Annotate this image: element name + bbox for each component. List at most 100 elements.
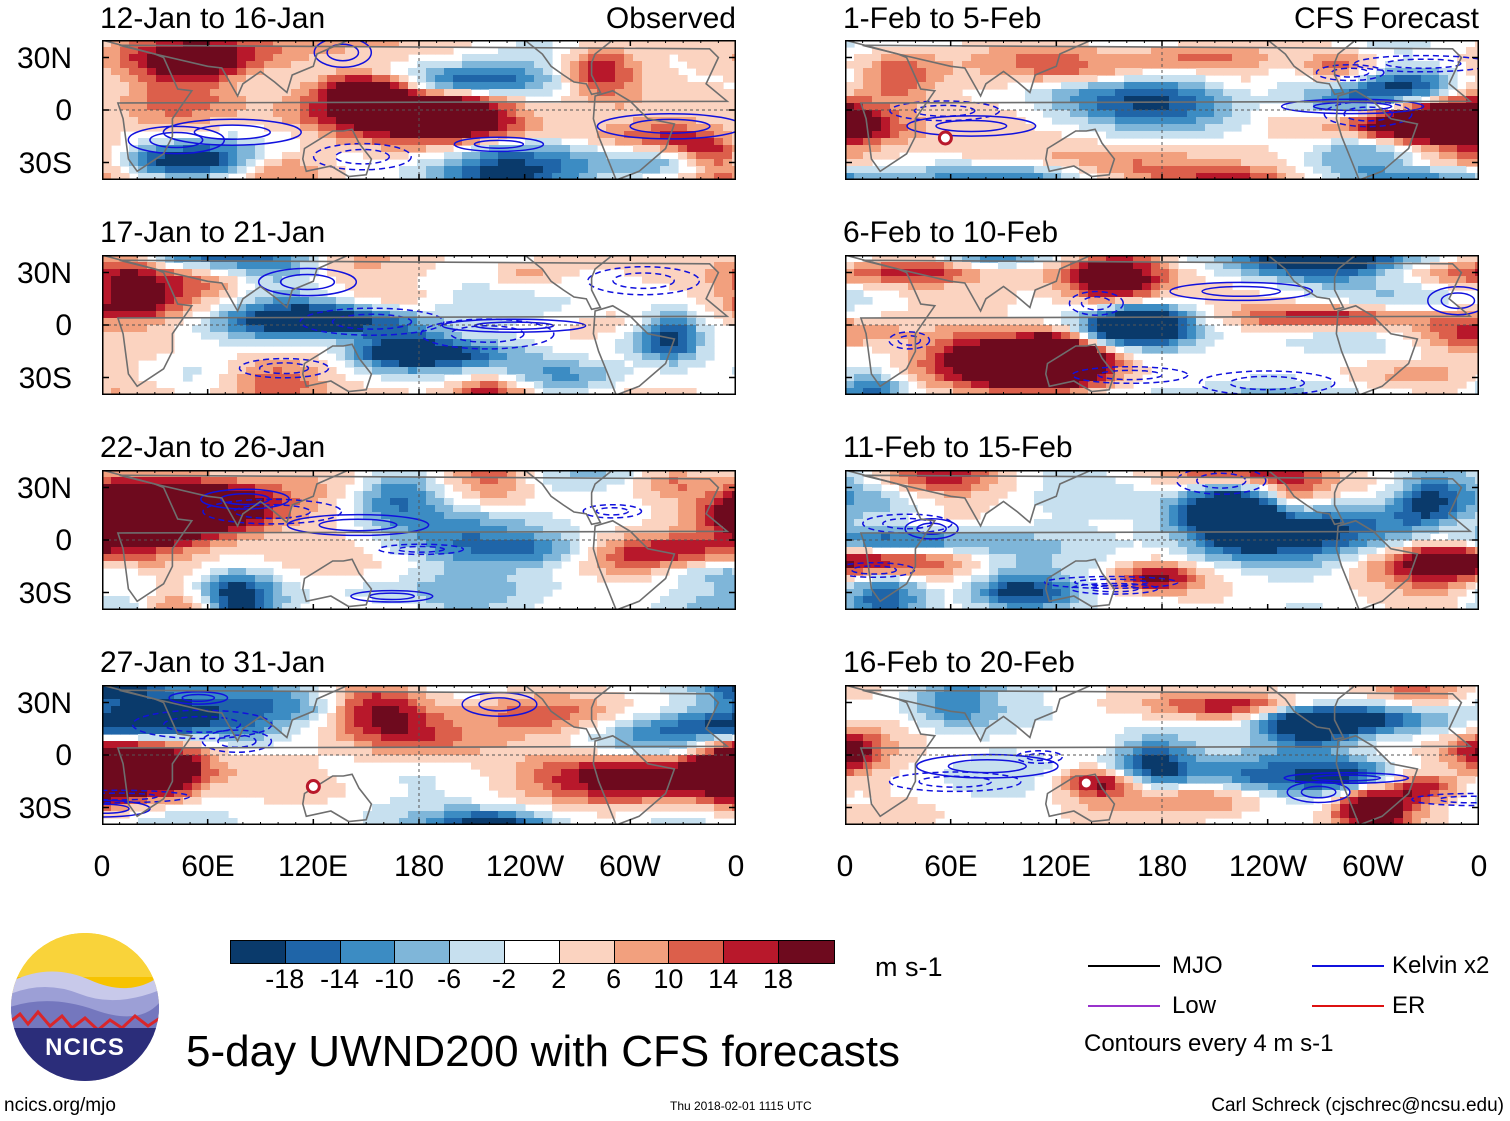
kelvin-contour [326, 43, 360, 62]
kelvin-contour [350, 589, 434, 603]
kelvin-contour [377, 543, 465, 556]
lon-label: 60W [599, 850, 661, 883]
lat-label: 30N [16, 687, 72, 720]
coastline [1335, 519, 1419, 610]
kelvin-contour [473, 139, 525, 149]
lat-label: 0 [55, 94, 72, 127]
panel-title: 16-Feb to 20-Feb [843, 646, 1075, 679]
colorbar-swatch [778, 940, 836, 964]
colorbar-swatch [449, 940, 506, 964]
colorbar-swatch [394, 940, 451, 964]
kelvin-contour [1411, 792, 1479, 807]
cyclone-marker [937, 130, 953, 146]
kelvin-contour [127, 125, 226, 155]
colorbar-swatch [558, 940, 616, 964]
kelvin-contour [1438, 795, 1479, 804]
kelvin-contour [888, 771, 1022, 793]
kelvin-contour [1043, 575, 1179, 590]
kelvin-contour [1384, 58, 1462, 69]
coastline [1044, 558, 1116, 608]
kelvin-contour [200, 488, 290, 510]
kelvin-contour [915, 753, 1059, 779]
panel-title: 6-Feb to 10-Feb [843, 216, 1059, 249]
cyclone-marker [1078, 775, 1094, 791]
kelvin-contour [279, 273, 336, 291]
kelvin-contour [629, 118, 711, 134]
kelvin-contour [1073, 578, 1149, 587]
timestamp: Thu 2018-02-01 1115 UTC [670, 1099, 812, 1113]
kelvin-contour [149, 131, 204, 149]
kelvin-contour [334, 148, 391, 165]
lat-label: 0 [55, 309, 72, 342]
coastline [1335, 304, 1419, 395]
coastline [1335, 734, 1419, 825]
uwnd-map [102, 470, 736, 610]
colorbar-tick-label: 10 [653, 964, 684, 994]
kelvin-contour [1198, 370, 1336, 395]
map-panel [845, 470, 1479, 610]
lon-label: 120E [1020, 850, 1092, 883]
site-link[interactable]: ncics.org/mjo [4, 1095, 116, 1116]
coastline [102, 255, 349, 313]
colorbar-tick-label: -14 [320, 964, 360, 994]
kelvin-contour [102, 789, 191, 804]
kelvin-contour [845, 561, 916, 579]
coastline [859, 474, 1473, 603]
kelvin-contour [1070, 582, 1159, 595]
map-panel [102, 40, 736, 180]
legend-label-low: Low [1172, 992, 1217, 1019]
uwnd-map [102, 685, 736, 825]
kelvin-contour [313, 40, 373, 69]
coastline [1266, 255, 1357, 311]
kelvin-contour [1201, 285, 1282, 298]
coastline [301, 558, 373, 608]
lon-label: 120E [277, 850, 349, 883]
colorbar-swatch [668, 940, 725, 964]
kelvin-contour [1196, 472, 1247, 489]
coastline [1266, 470, 1357, 526]
panel-frame [845, 255, 1479, 395]
kelvin-contour [1015, 750, 1063, 764]
coastline [1266, 40, 1357, 96]
coastline [845, 685, 1092, 743]
kelvin-contour [168, 690, 229, 705]
panel-title: 11-Feb to 15-Feb [843, 431, 1073, 464]
lat-label: 30S [18, 147, 72, 180]
kelvin-contour [102, 792, 159, 801]
panel-frame [102, 40, 736, 180]
colorbar-tick-label: -18 [265, 964, 305, 994]
map-panel [102, 685, 736, 825]
kelvin-contour [162, 118, 302, 146]
kelvin-contour [1229, 375, 1306, 391]
uwnd-map [845, 470, 1479, 610]
lon-label: 60E [924, 850, 978, 883]
lat-label: 30S [18, 792, 72, 825]
kelvin-contour [1025, 752, 1053, 762]
kelvin-contour [918, 775, 993, 788]
coastline [1266, 685, 1357, 741]
coastline [116, 689, 730, 818]
coastline [523, 40, 614, 96]
observed-label: Observed [605, 2, 736, 35]
kelvin-contour [312, 142, 412, 171]
lat-label: 30N [16, 472, 72, 505]
coastline [116, 259, 730, 388]
coastline [102, 685, 349, 743]
kelvin-contour [897, 334, 922, 346]
kelvin-contour [1286, 780, 1351, 804]
map-panel [845, 685, 1479, 825]
lon-label: 0 [93, 850, 111, 883]
panel-frame [845, 685, 1479, 825]
lon-label: 60W [1342, 850, 1404, 883]
panel-frame [102, 255, 736, 395]
kelvin-contour [1311, 774, 1382, 782]
coastline [845, 470, 1092, 528]
uwnd-map [845, 40, 1479, 180]
legend-line-kelvin [1312, 965, 1384, 967]
kelvin-contour [612, 272, 675, 290]
panel-title: 27-Jan to 31-Jan [100, 646, 326, 679]
kelvin-contour [935, 119, 1008, 133]
lat-label: 0 [55, 524, 72, 557]
map-panel [845, 255, 1479, 395]
colorbar-tick-label: 14 [708, 964, 739, 994]
